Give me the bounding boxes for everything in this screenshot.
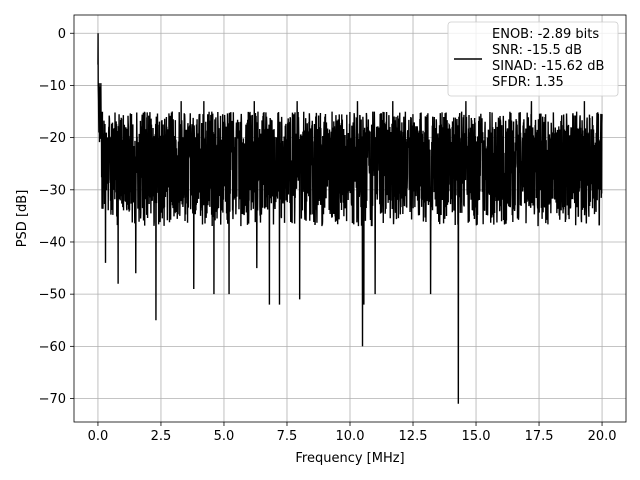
y-tick-label: 0 xyxy=(58,27,66,42)
x-tick-label: 7.5 xyxy=(277,429,298,444)
legend-sinad: SINAD: -15.62 dB xyxy=(492,59,604,74)
legend-snr: SNR: -15.5 dB xyxy=(492,43,582,58)
x-tick-label: 2.5 xyxy=(151,429,172,444)
legend-enob: ENOB: -2.89 bits xyxy=(492,27,599,42)
legend-box xyxy=(447,21,619,97)
plot-area xyxy=(97,33,603,404)
x-tick-label: 17.5 xyxy=(525,429,554,444)
legend-sfdr: SFDR: 1.35 xyxy=(492,75,564,90)
y-tick-label: −30 xyxy=(39,183,66,198)
y-axis-label: PSD [dB] xyxy=(15,190,30,248)
y-tick-label: −20 xyxy=(39,131,66,146)
y-tick-label: −10 xyxy=(39,79,66,94)
x-tick-label: 12.5 xyxy=(399,429,428,444)
x-tick-label: 15.0 xyxy=(462,429,491,444)
x-tick-label: 5.0 xyxy=(214,429,235,444)
y-axis-ticks: 0 −10 −20 −30 −40 −50 −60 −70 xyxy=(39,27,74,407)
y-tick-label: −60 xyxy=(39,340,66,355)
x-tick-label: 0.0 xyxy=(88,429,109,444)
x-axis-label: Frequency [MHz] xyxy=(295,451,404,466)
x-tick-label: 20.0 xyxy=(588,429,617,444)
x-axis-ticks: 0.0 2.5 5.0 7.5 10.0 12.5 15.0 17.5 20.0 xyxy=(88,422,617,444)
y-tick-label: −70 xyxy=(39,392,66,407)
y-tick-label: −40 xyxy=(39,235,66,250)
x-tick-label: 10.0 xyxy=(336,429,365,444)
psd-series-line xyxy=(97,33,603,404)
legend: ENOB: -2.89 bits SNR: -15.5 dB SINAD: -1… xyxy=(447,21,619,97)
y-tick-label: −50 xyxy=(39,288,66,303)
